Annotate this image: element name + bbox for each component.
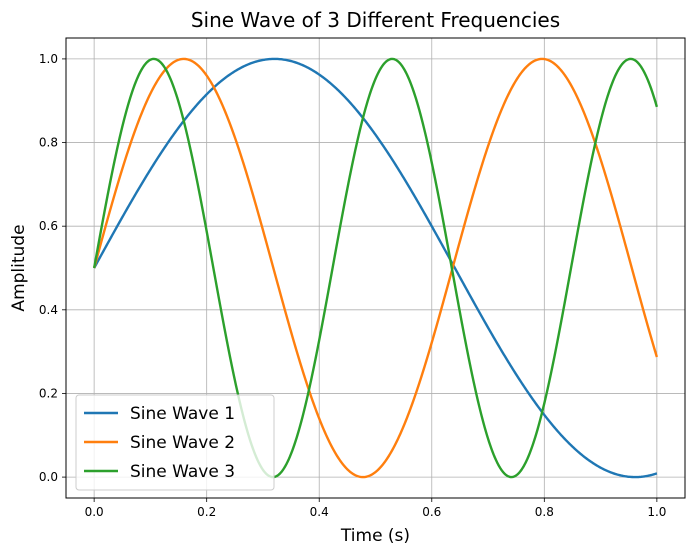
chart-title: Sine Wave of 3 Different Frequencies [191, 8, 560, 32]
legend-box [75, 394, 275, 491]
y-tick-label: 0.2 [39, 386, 58, 400]
x-axis-title: Time (s) [340, 526, 410, 546]
y-tick-label: 0.4 [39, 303, 58, 317]
x-tick-label: 0.8 [535, 505, 554, 519]
series-lines [92, 57, 659, 479]
legend-label-1: Sine Wave 1 [130, 404, 235, 424]
axis-ticks: 0.0 0.2 0.4 0.6 0.8 1.0 0.0 0.2 0.4 0.6 0.8 1.0 [39, 52, 667, 519]
series-line-1 [93, 57, 658, 479]
legend-label-3: Sine Wave 3 [130, 462, 235, 482]
y-tick-label: 1.0 [39, 52, 58, 66]
x-tick-label: 0.0 [85, 505, 104, 519]
x-tick-label: 0.6 [422, 505, 441, 519]
legend: Sine Wave 1 Sine Wave 2 Sine Wave 3 [75, 394, 275, 491]
y-tick-label: 0.6 [39, 219, 58, 233]
x-tick-label: 1.0 [647, 505, 666, 519]
x-tick-label: 0.2 [197, 505, 216, 519]
series-line-3 [92, 57, 659, 479]
x-tick-label: 0.4 [310, 505, 329, 519]
y-axis-title: Amplitude [9, 224, 29, 311]
y-tick-label: 0.8 [39, 136, 58, 150]
y-tick-label: 0.0 [39, 470, 58, 484]
legend-label-2: Sine Wave 2 [130, 433, 235, 453]
series-line-2 [92, 57, 659, 479]
plot-frame [65, 37, 686, 499]
